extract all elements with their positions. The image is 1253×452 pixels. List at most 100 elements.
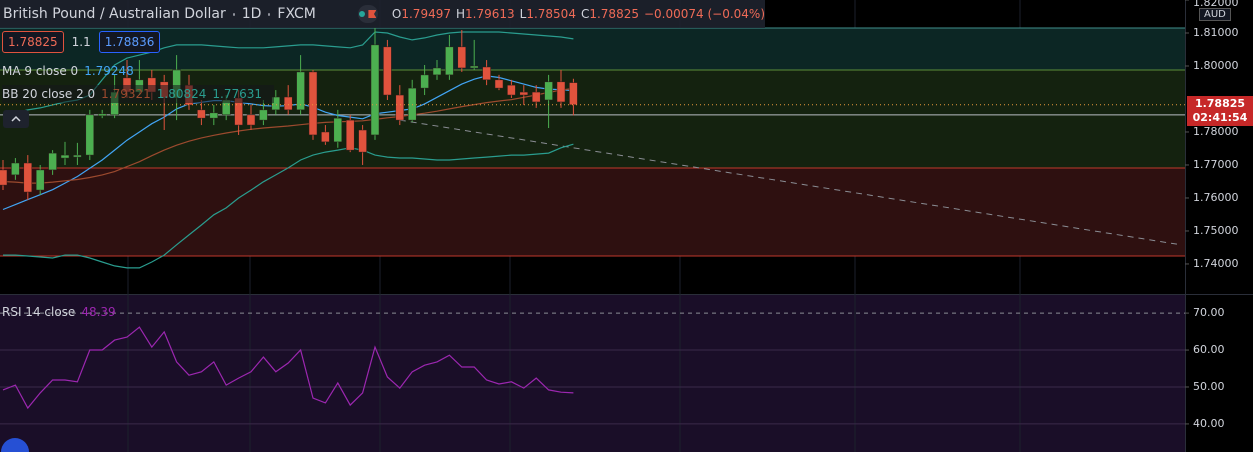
indicator-name: RSI 14 close bbox=[2, 305, 76, 319]
candle-body bbox=[457, 46, 467, 69]
candle-body bbox=[85, 114, 95, 156]
indicator-value: 1.77631 bbox=[212, 87, 263, 101]
status-dot bbox=[359, 11, 366, 17]
candle-body bbox=[333, 117, 343, 143]
ohlc-label: L bbox=[519, 7, 527, 21]
candle-body bbox=[11, 162, 20, 176]
indicator-value: 1.79321 bbox=[101, 87, 151, 101]
candle-body bbox=[73, 154, 82, 158]
corner-button[interactable] bbox=[1, 438, 29, 452]
candle-body bbox=[271, 96, 281, 111]
y-tick-label: 1.77000 bbox=[1193, 158, 1239, 171]
y-tick-label: 60.00 bbox=[1193, 343, 1225, 356]
candle-body bbox=[420, 74, 429, 89]
candle-body bbox=[48, 152, 57, 171]
price-zone bbox=[0, 28, 1185, 70]
candle-body bbox=[23, 162, 33, 193]
separator bbox=[268, 12, 271, 16]
spread: 1.1 bbox=[71, 35, 91, 49]
candle-body bbox=[197, 109, 206, 119]
candle-body bbox=[209, 112, 219, 119]
indicator-name: BB 20 close 2 0 bbox=[2, 87, 96, 101]
indicator-line bbox=[2, 31, 574, 116]
toggle-buttons[interactable] bbox=[357, 5, 378, 23]
candle-body bbox=[556, 81, 566, 103]
candle-body bbox=[296, 71, 305, 111]
candle-body bbox=[569, 82, 578, 106]
ohlc-label: C bbox=[580, 7, 590, 21]
candle-body bbox=[383, 46, 392, 96]
ohlc-label: O bbox=[391, 7, 402, 21]
ohlc-value: 1.78504 bbox=[526, 7, 576, 21]
flag-icon bbox=[368, 10, 377, 18]
indicator-name: MA 9 close 0 bbox=[2, 64, 79, 78]
symbol-name: British Pound / Australian Dollar bbox=[3, 6, 226, 22]
ohlc-value: 1.79497 bbox=[401, 7, 451, 21]
buy-button[interactable]: 1.78836 bbox=[98, 31, 161, 53]
candle-body bbox=[283, 96, 293, 111]
candle-body bbox=[445, 46, 454, 76]
bar-countdown: 02:41:54 bbox=[1192, 110, 1248, 124]
candle-body bbox=[259, 109, 268, 121]
symbol-header: British Pound / Australian Dollar 1D FXC… bbox=[0, 0, 765, 28]
last-price: 1.78825 bbox=[1194, 96, 1246, 110]
candle-body bbox=[494, 79, 504, 89]
candle-body bbox=[358, 129, 367, 153]
candle-body bbox=[308, 71, 318, 136]
indicator-legend: BB 20 close 2 0 1.79321 1.80824 1.77631 bbox=[2, 85, 275, 103]
indicator-value: 1.80824 bbox=[156, 87, 207, 101]
y-tick-label: 1.82000 bbox=[1193, 0, 1239, 9]
candle-body bbox=[35, 169, 45, 191]
y-tick-label: 1.78000 bbox=[1193, 125, 1239, 138]
indicator-legend: MA 9 close 0 1.79248 bbox=[2, 62, 140, 80]
candle-body bbox=[97, 113, 107, 117]
source: FXCM bbox=[277, 6, 316, 22]
candle-body bbox=[395, 94, 405, 121]
candle-body bbox=[370, 44, 380, 136]
y-tick-label: 1.75000 bbox=[1193, 224, 1239, 237]
y-tick-label: 1.76000 bbox=[1193, 191, 1239, 204]
chevron bbox=[11, 115, 21, 122]
candle-body bbox=[432, 67, 442, 76]
y-tick-label: 1.74000 bbox=[1193, 257, 1239, 270]
y-tick-label: 1.81000 bbox=[1193, 26, 1239, 39]
indicator-line bbox=[3, 143, 574, 269]
ohlc-values: O1.79497 H1.79613 L1.78504 C1.78825 bbox=[392, 7, 644, 21]
candle-body bbox=[482, 66, 491, 81]
candle-body bbox=[544, 81, 553, 101]
sell-button[interactable]: 1.78825 bbox=[2, 31, 64, 53]
candle-body bbox=[469, 65, 479, 69]
ohlc-value: 1.78825 bbox=[589, 7, 639, 21]
ohlc-value: 1.79613 bbox=[465, 7, 515, 21]
candle-body bbox=[321, 131, 330, 143]
candle-body bbox=[531, 91, 541, 103]
rsi-line bbox=[2, 326, 574, 410]
candle-body bbox=[519, 91, 529, 96]
rsi-pane bbox=[0, 295, 1185, 452]
indicator-value: 1.79248 bbox=[84, 64, 134, 78]
candle-body bbox=[246, 114, 256, 126]
price-tag: 1.78825 02:41:54 bbox=[1187, 95, 1253, 126]
plot-layer: 1.82000 1.81000 1.80000 1.78000 1.77000 1.760… bbox=[0, 0, 1239, 430]
indicator-line bbox=[2, 87, 574, 184]
candle-body bbox=[0, 169, 8, 186]
rsi-legend: RSI 14 close 48.39 bbox=[2, 303, 122, 321]
y-tick-label: 50.00 bbox=[1193, 380, 1225, 393]
y-tick-label: 1.80000 bbox=[1193, 59, 1239, 72]
y-tick-label: 70.00 bbox=[1193, 306, 1225, 319]
price-change: −0.00074 (−0.04%) bbox=[643, 7, 765, 21]
ohlc-label: H bbox=[455, 7, 466, 21]
separator bbox=[232, 12, 235, 16]
collapse-button[interactable] bbox=[3, 110, 29, 128]
trade-row: 1.78825 1.1 1.78836 bbox=[2, 30, 161, 54]
price-zone bbox=[0, 167, 1185, 257]
candle-body bbox=[60, 154, 70, 159]
currency-label: AUD bbox=[1199, 8, 1231, 21]
candle-body bbox=[507, 84, 516, 96]
interval[interactable]: 1D bbox=[241, 6, 262, 22]
indicator-value: 48.39 bbox=[81, 305, 116, 319]
candle-body bbox=[407, 87, 417, 121]
candle-body bbox=[345, 119, 355, 151]
